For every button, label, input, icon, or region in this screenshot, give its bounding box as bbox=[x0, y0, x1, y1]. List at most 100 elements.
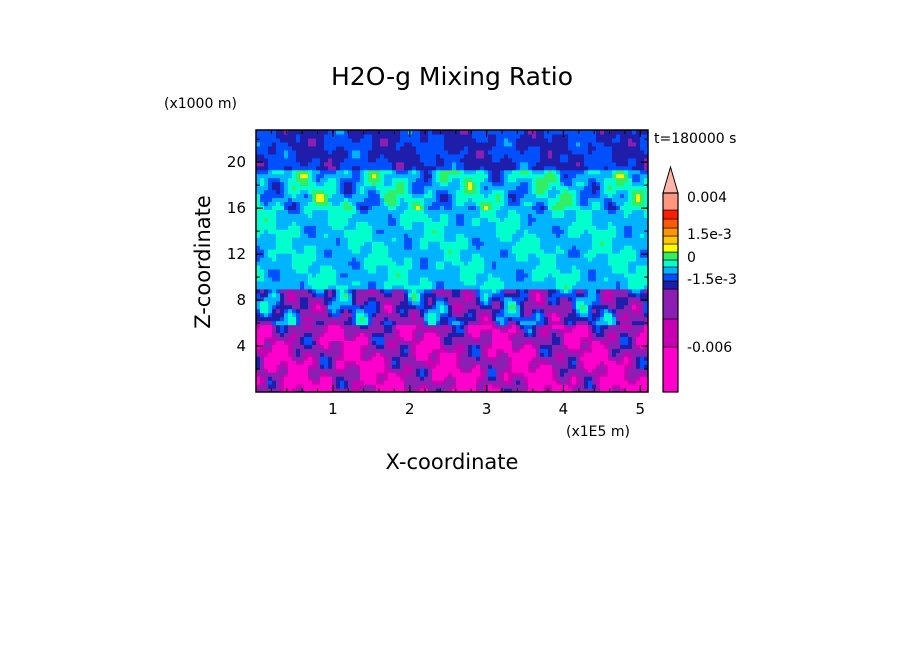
heatmap-cell bbox=[384, 193, 389, 199]
heatmap-cell bbox=[460, 229, 465, 234]
heatmap-cell bbox=[288, 312, 293, 318]
heatmap-cell bbox=[344, 241, 349, 246]
heatmap-cell bbox=[352, 181, 357, 187]
heatmap-cell bbox=[508, 181, 513, 187]
heatmap-cell bbox=[552, 173, 557, 179]
heatmap-cell bbox=[532, 157, 537, 163]
heatmap-cell bbox=[296, 225, 301, 230]
heatmap-cell bbox=[540, 245, 545, 250]
heatmap-cell bbox=[464, 261, 469, 266]
heatmap-cell bbox=[532, 324, 537, 330]
heatmap-cell bbox=[440, 241, 445, 246]
heatmap-cell bbox=[308, 280, 313, 286]
heatmap-cell bbox=[552, 316, 557, 322]
heatmap-cell bbox=[516, 261, 521, 266]
heatmap-cell bbox=[284, 280, 289, 286]
heatmap-cell bbox=[416, 272, 421, 278]
heatmap-cell bbox=[372, 249, 377, 254]
heatmap-cell bbox=[336, 292, 341, 298]
heatmap-cell bbox=[308, 169, 313, 175]
heatmap-cell bbox=[476, 149, 481, 155]
heatmap-cell bbox=[368, 257, 373, 262]
heatmap-cell bbox=[516, 221, 521, 226]
heatmap-cell bbox=[280, 165, 285, 171]
heatmap-cell bbox=[440, 225, 445, 230]
heatmap-cell bbox=[396, 205, 401, 210]
heatmap-cell bbox=[512, 153, 517, 159]
heatmap-cell bbox=[460, 324, 465, 330]
heatmap-cell bbox=[280, 280, 285, 286]
heatmap-cell bbox=[312, 328, 317, 334]
heatmap-cell bbox=[352, 344, 357, 349]
heatmap-cell bbox=[520, 153, 525, 159]
heatmap-cell bbox=[392, 316, 397, 322]
heatmap-cell bbox=[536, 249, 541, 254]
heatmap-cell bbox=[504, 173, 509, 179]
heatmap-cell bbox=[400, 173, 405, 179]
heatmap-cell bbox=[368, 384, 373, 389]
heatmap-cell bbox=[540, 308, 545, 314]
heatmap-cell bbox=[484, 304, 489, 310]
heatmap-cell bbox=[404, 380, 409, 385]
heatmap-cell bbox=[340, 133, 345, 139]
heatmap-cell bbox=[344, 177, 349, 183]
heatmap-cell bbox=[504, 213, 509, 218]
heatmap-cell bbox=[328, 253, 333, 258]
heatmap-cell bbox=[512, 201, 517, 207]
heatmap-cell bbox=[324, 360, 329, 365]
heatmap-cell bbox=[516, 276, 521, 282]
heatmap-cell bbox=[272, 300, 277, 306]
heatmap-cell bbox=[548, 324, 553, 330]
heatmap-cell bbox=[460, 237, 465, 242]
heatmap-cell bbox=[436, 249, 441, 254]
heatmap-cell bbox=[352, 340, 357, 345]
heatmap-cell bbox=[276, 193, 281, 199]
heatmap-cell bbox=[368, 189, 373, 195]
heatmap-cell bbox=[396, 288, 401, 294]
heatmap-cell bbox=[492, 173, 497, 179]
heatmap-cell bbox=[376, 145, 381, 151]
heatmap-cell bbox=[300, 217, 305, 222]
heatmap-cell bbox=[416, 316, 421, 322]
heatmap-cell bbox=[552, 348, 557, 353]
heatmap-cell bbox=[548, 272, 553, 278]
heatmap-cell bbox=[308, 241, 313, 246]
heatmap-cell bbox=[376, 213, 381, 218]
heatmap-cell bbox=[260, 173, 265, 179]
heatmap-cell bbox=[256, 137, 261, 143]
heatmap-cell bbox=[520, 304, 525, 310]
heatmap-cell bbox=[424, 237, 429, 242]
heatmap-cell bbox=[364, 193, 369, 199]
heatmap-cell bbox=[416, 145, 421, 151]
heatmap-cell bbox=[324, 257, 329, 262]
heatmap-cell bbox=[396, 241, 401, 246]
heatmap-cell bbox=[432, 193, 437, 199]
heatmap-cell bbox=[316, 264, 321, 270]
heatmap-cell bbox=[532, 264, 537, 270]
heatmap-cell bbox=[400, 149, 405, 155]
heatmap-cell bbox=[544, 280, 549, 286]
heatmap-cell bbox=[512, 308, 517, 314]
heatmap-cell bbox=[380, 201, 385, 207]
heatmap-cell bbox=[280, 241, 285, 246]
heatmap-cell bbox=[356, 229, 361, 234]
heatmap-cell bbox=[276, 348, 281, 353]
heatmap-cell bbox=[384, 157, 389, 163]
heatmap-cell bbox=[404, 249, 409, 254]
heatmap-cell bbox=[300, 308, 305, 314]
heatmap-cell bbox=[468, 145, 473, 151]
heatmap-cell bbox=[316, 280, 321, 286]
heatmap-cell bbox=[264, 388, 269, 392]
heatmap-cell bbox=[264, 268, 269, 274]
heatmap-cell bbox=[392, 288, 397, 294]
heatmap-cell bbox=[460, 205, 465, 210]
heatmap-cell bbox=[324, 348, 329, 353]
heatmap-cell bbox=[388, 157, 393, 163]
heatmap-cell bbox=[404, 197, 409, 203]
heatmap-cell bbox=[384, 312, 389, 318]
heatmap-cell bbox=[540, 332, 545, 338]
heatmap-cell bbox=[348, 364, 353, 369]
heatmap-cell bbox=[300, 292, 305, 298]
heatmap-cell bbox=[312, 241, 317, 246]
heatmap-cell bbox=[292, 284, 297, 290]
